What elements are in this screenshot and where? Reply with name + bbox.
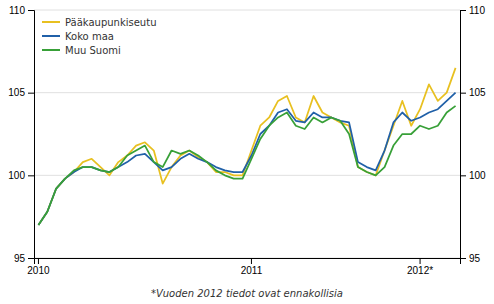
legend-item: Koko maa xyxy=(42,31,114,42)
y2-tick: 110 xyxy=(460,5,485,16)
x-tick-label: 2012* xyxy=(407,265,433,276)
y-tick: 105 xyxy=(8,87,34,98)
legend-swatch xyxy=(42,35,60,37)
axis-line xyxy=(461,11,467,259)
series-line xyxy=(38,93,455,225)
grid xyxy=(34,10,460,258)
x-tick-label: 2011 xyxy=(241,265,263,276)
legend-swatch xyxy=(42,49,60,51)
y2-tick-label: 105 xyxy=(469,87,486,98)
y2-tick: 100 xyxy=(460,170,486,181)
x-tick: 2012* xyxy=(407,258,433,276)
legend-item: Muu Suomi xyxy=(42,45,121,56)
y-tick: 100 xyxy=(8,170,34,181)
axis-line xyxy=(28,11,35,259)
y2-tick-mark xyxy=(460,10,466,11)
plot-area xyxy=(38,68,455,225)
y2-tick: 95 xyxy=(460,253,481,264)
y-tick: 110 xyxy=(9,5,34,16)
y-axis: 95 100 105 110 xyxy=(8,5,34,264)
y2-tick-label: 95 xyxy=(469,253,481,264)
y2-tick-mark xyxy=(460,258,466,259)
y2-tick-mark xyxy=(460,175,466,176)
y-tick-label: 105 xyxy=(8,87,25,98)
grid-line xyxy=(34,10,460,11)
x-tick-mark xyxy=(38,258,39,264)
grid-line xyxy=(34,92,460,93)
y2-tick: 105 xyxy=(460,87,486,98)
legend-item: Pääkaupunkiseutu xyxy=(42,17,156,28)
legend-swatch xyxy=(42,21,60,23)
y-tick-mark xyxy=(28,258,34,259)
chart: 2010 2011 2012* 95 100 105 110 95 100 105 110 Pääka… xyxy=(0,0,494,304)
legend-label: Koko maa xyxy=(65,31,114,42)
x-tick: 2011 xyxy=(241,258,263,276)
axis-line xyxy=(35,259,461,265)
footnote: *Vuoden 2012 tiedot ovat ennakollisia xyxy=(151,288,343,299)
legend-label: Pääkaupunkiseutu xyxy=(65,17,156,28)
y-tick-label: 110 xyxy=(9,5,25,16)
series-line xyxy=(38,68,455,225)
y-tick: 95 xyxy=(14,253,34,264)
y2-tick-label: 100 xyxy=(469,170,486,181)
grid-line xyxy=(34,175,460,176)
series-line xyxy=(38,106,455,225)
legend-label: Muu Suomi xyxy=(65,45,121,56)
y-tick-mark xyxy=(28,10,34,11)
y2-axis: 95 100 105 110 xyxy=(460,5,486,264)
x-axis: 2010 2011 2012* xyxy=(27,258,460,276)
y-tick-mark xyxy=(28,93,34,94)
y-tick-label: 95 xyxy=(14,253,26,264)
legend: Pääkaupunkiseutu Koko maa Muu Suomi xyxy=(42,17,156,56)
y2-tick-label: 110 xyxy=(469,5,485,16)
y-tick-label: 100 xyxy=(8,170,25,181)
x-tick: 2010 xyxy=(27,258,50,276)
x-tick-mark xyxy=(251,258,252,264)
y-tick-mark xyxy=(28,175,34,176)
y2-tick-mark xyxy=(460,93,466,94)
x-tick-mark xyxy=(420,258,421,264)
x-tick-label: 2010 xyxy=(27,265,50,276)
